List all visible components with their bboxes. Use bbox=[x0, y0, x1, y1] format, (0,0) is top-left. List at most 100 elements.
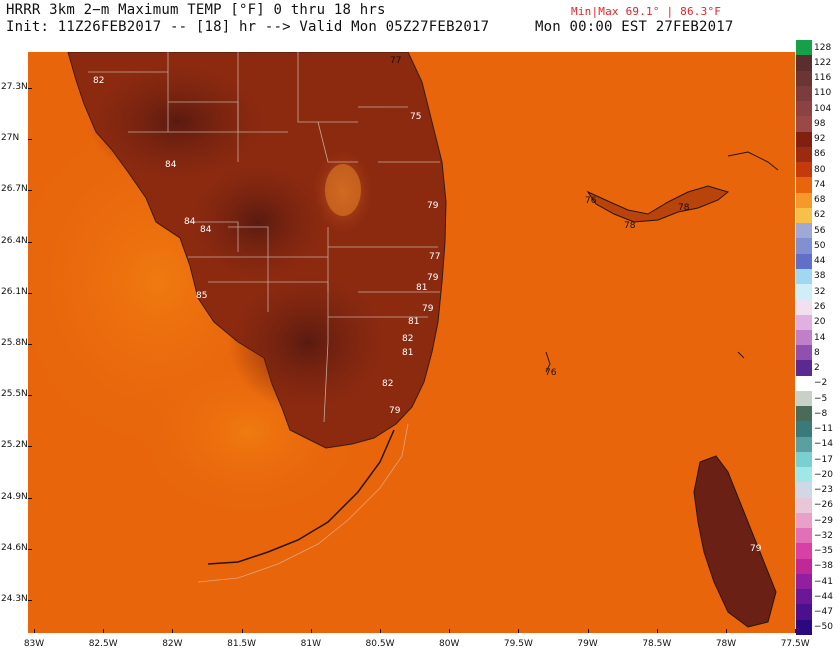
florida-keys bbox=[207, 429, 395, 565]
colorbar-swatch bbox=[796, 451, 812, 468]
colorbar-label: −44 bbox=[814, 591, 833, 602]
colorbar-label: 20 bbox=[814, 317, 826, 328]
longitude-label: 82.5W bbox=[88, 639, 118, 649]
latitude-tick bbox=[28, 395, 32, 397]
longitude-tick bbox=[518, 629, 520, 633]
latitude-label: 24.6N bbox=[1, 542, 28, 553]
latitude-tick bbox=[28, 190, 32, 192]
colorbar-swatch bbox=[796, 253, 812, 270]
longitude-tick bbox=[449, 629, 451, 633]
temperature-value-label: 82 bbox=[382, 379, 393, 389]
temperature-value-label: 81 bbox=[408, 317, 419, 327]
longitude-label: 82W bbox=[162, 639, 183, 649]
colorbar-swatch bbox=[796, 573, 812, 590]
longitude-tick bbox=[380, 629, 381, 633]
colorbar-label: −41 bbox=[814, 576, 833, 587]
longitude-label: 80W bbox=[439, 639, 460, 649]
colorbar-swatch bbox=[796, 543, 812, 560]
colorbar-swatch bbox=[796, 467, 812, 483]
colorbar-label: 116 bbox=[814, 73, 832, 84]
longitude-tick bbox=[172, 629, 174, 633]
temperature-value-label: 79 bbox=[427, 273, 439, 283]
longitude-label: 79.5W bbox=[503, 639, 533, 649]
colorbar-label: −20 bbox=[814, 469, 833, 480]
latitude-label: 24.9N bbox=[1, 491, 28, 502]
min-max-label: Min|Max 69.1° | 86.3°F bbox=[571, 5, 722, 18]
colorbar-swatch bbox=[796, 70, 812, 87]
colorbar bbox=[796, 40, 812, 636]
colorbar-label: 50 bbox=[814, 240, 826, 251]
latitude-tick bbox=[28, 241, 32, 243]
andros-island bbox=[693, 455, 777, 628]
colorbar-label: 98 bbox=[814, 118, 826, 129]
colorbar-label: 32 bbox=[814, 286, 826, 297]
temperature-value-label: 79 bbox=[750, 544, 762, 554]
colorbar-label: 110 bbox=[814, 88, 832, 99]
temperature-value-label: 81 bbox=[416, 283, 427, 293]
longitude-label: 78W bbox=[715, 639, 737, 649]
temperature-value-label: 84 bbox=[165, 160, 177, 170]
temperature-value-label: 77 bbox=[429, 252, 440, 262]
temperature-labels: 8284848485797779817981828182797775767878… bbox=[93, 56, 762, 554]
title-line-1: HRRR 3km 2−m Maximum TEMP [°F] 0 thru 18… bbox=[6, 2, 386, 18]
colorbar-swatch bbox=[796, 528, 812, 544]
longitude-tick bbox=[310, 629, 312, 633]
temperature-value-label: 78 bbox=[624, 221, 636, 231]
temperature-value-label: 85 bbox=[196, 291, 207, 301]
temperature-value-label: 84 bbox=[200, 225, 212, 235]
colorbar-label: 56 bbox=[814, 225, 826, 236]
colorbar-swatch bbox=[796, 207, 812, 224]
latitude-tick bbox=[28, 446, 32, 448]
colorbar-swatch bbox=[796, 146, 812, 163]
latitude-tick bbox=[28, 497, 32, 499]
colorbar-swatch bbox=[796, 390, 812, 407]
colorbar-label: −14 bbox=[814, 439, 833, 450]
colorbar-swatch bbox=[796, 512, 812, 529]
temperature-value-label: 78 bbox=[678, 203, 690, 213]
colorbar-swatch bbox=[796, 619, 812, 636]
colorbar-swatch bbox=[796, 268, 812, 285]
colorbar-label: 2 bbox=[814, 363, 820, 373]
colorbar-label: 62 bbox=[814, 210, 826, 221]
colorbar-swatch bbox=[796, 55, 812, 71]
colorbar-swatch bbox=[796, 223, 812, 239]
colorbar-label: −26 bbox=[814, 500, 833, 511]
temperature-value-label: 77 bbox=[390, 56, 401, 66]
longitude-label: 79W bbox=[577, 639, 598, 649]
longitude-tick bbox=[587, 629, 589, 633]
temperature-value-label: 76 bbox=[585, 196, 597, 206]
colorbar-label: 8 bbox=[814, 347, 820, 358]
longitude-tick bbox=[34, 629, 35, 633]
colorbar-label: 44 bbox=[814, 256, 826, 267]
colorbar-swatch bbox=[796, 40, 812, 56]
map-canvas: 8284848485797779817981828182797775767878… bbox=[28, 52, 779, 628]
longitude-label: 78.5W bbox=[642, 639, 672, 649]
colorbar-swatch bbox=[796, 589, 812, 605]
colorbar-swatch bbox=[796, 329, 812, 346]
colorbar-label: −2 bbox=[814, 378, 828, 389]
temperature-value-label: 79 bbox=[427, 201, 439, 211]
latitude-tick bbox=[28, 548, 32, 550]
latitude-tick bbox=[28, 88, 32, 89]
colorbar-label: 128 bbox=[814, 42, 832, 53]
latitude-label: 25.8N bbox=[1, 338, 28, 348]
everglades-hot-core bbox=[228, 272, 388, 412]
title-line-2: Init: 11Z26FEB2017 -- [18] hr --> Valid … bbox=[6, 19, 490, 35]
longitude-label: 81.5W bbox=[227, 639, 257, 649]
colorbar-label: −11 bbox=[814, 424, 833, 435]
latitude-tick bbox=[28, 292, 32, 294]
temperature-value-label: 79 bbox=[389, 406, 401, 416]
colorbar-swatch bbox=[796, 131, 812, 148]
temperature-map[interactable]: 82 84 84 84 85 79 77 79 81 79 81 82 81 82 79 77 75 76 78 78… bbox=[28, 52, 795, 633]
colorbar-swatch bbox=[796, 482, 812, 499]
colorbar-label: 104 bbox=[814, 103, 832, 114]
longitude-tick bbox=[103, 629, 105, 633]
colorbar-swatch bbox=[796, 345, 812, 361]
longitude-tick bbox=[795, 629, 797, 633]
colorbar-swatch bbox=[796, 299, 812, 316]
latitude-label: 27.3N bbox=[1, 82, 28, 92]
colorbar-label: 122 bbox=[814, 57, 832, 68]
longitude-label: 77.5W bbox=[780, 639, 810, 649]
colorbar-label: −47 bbox=[814, 607, 833, 618]
longitude-label: 81W bbox=[300, 639, 321, 649]
